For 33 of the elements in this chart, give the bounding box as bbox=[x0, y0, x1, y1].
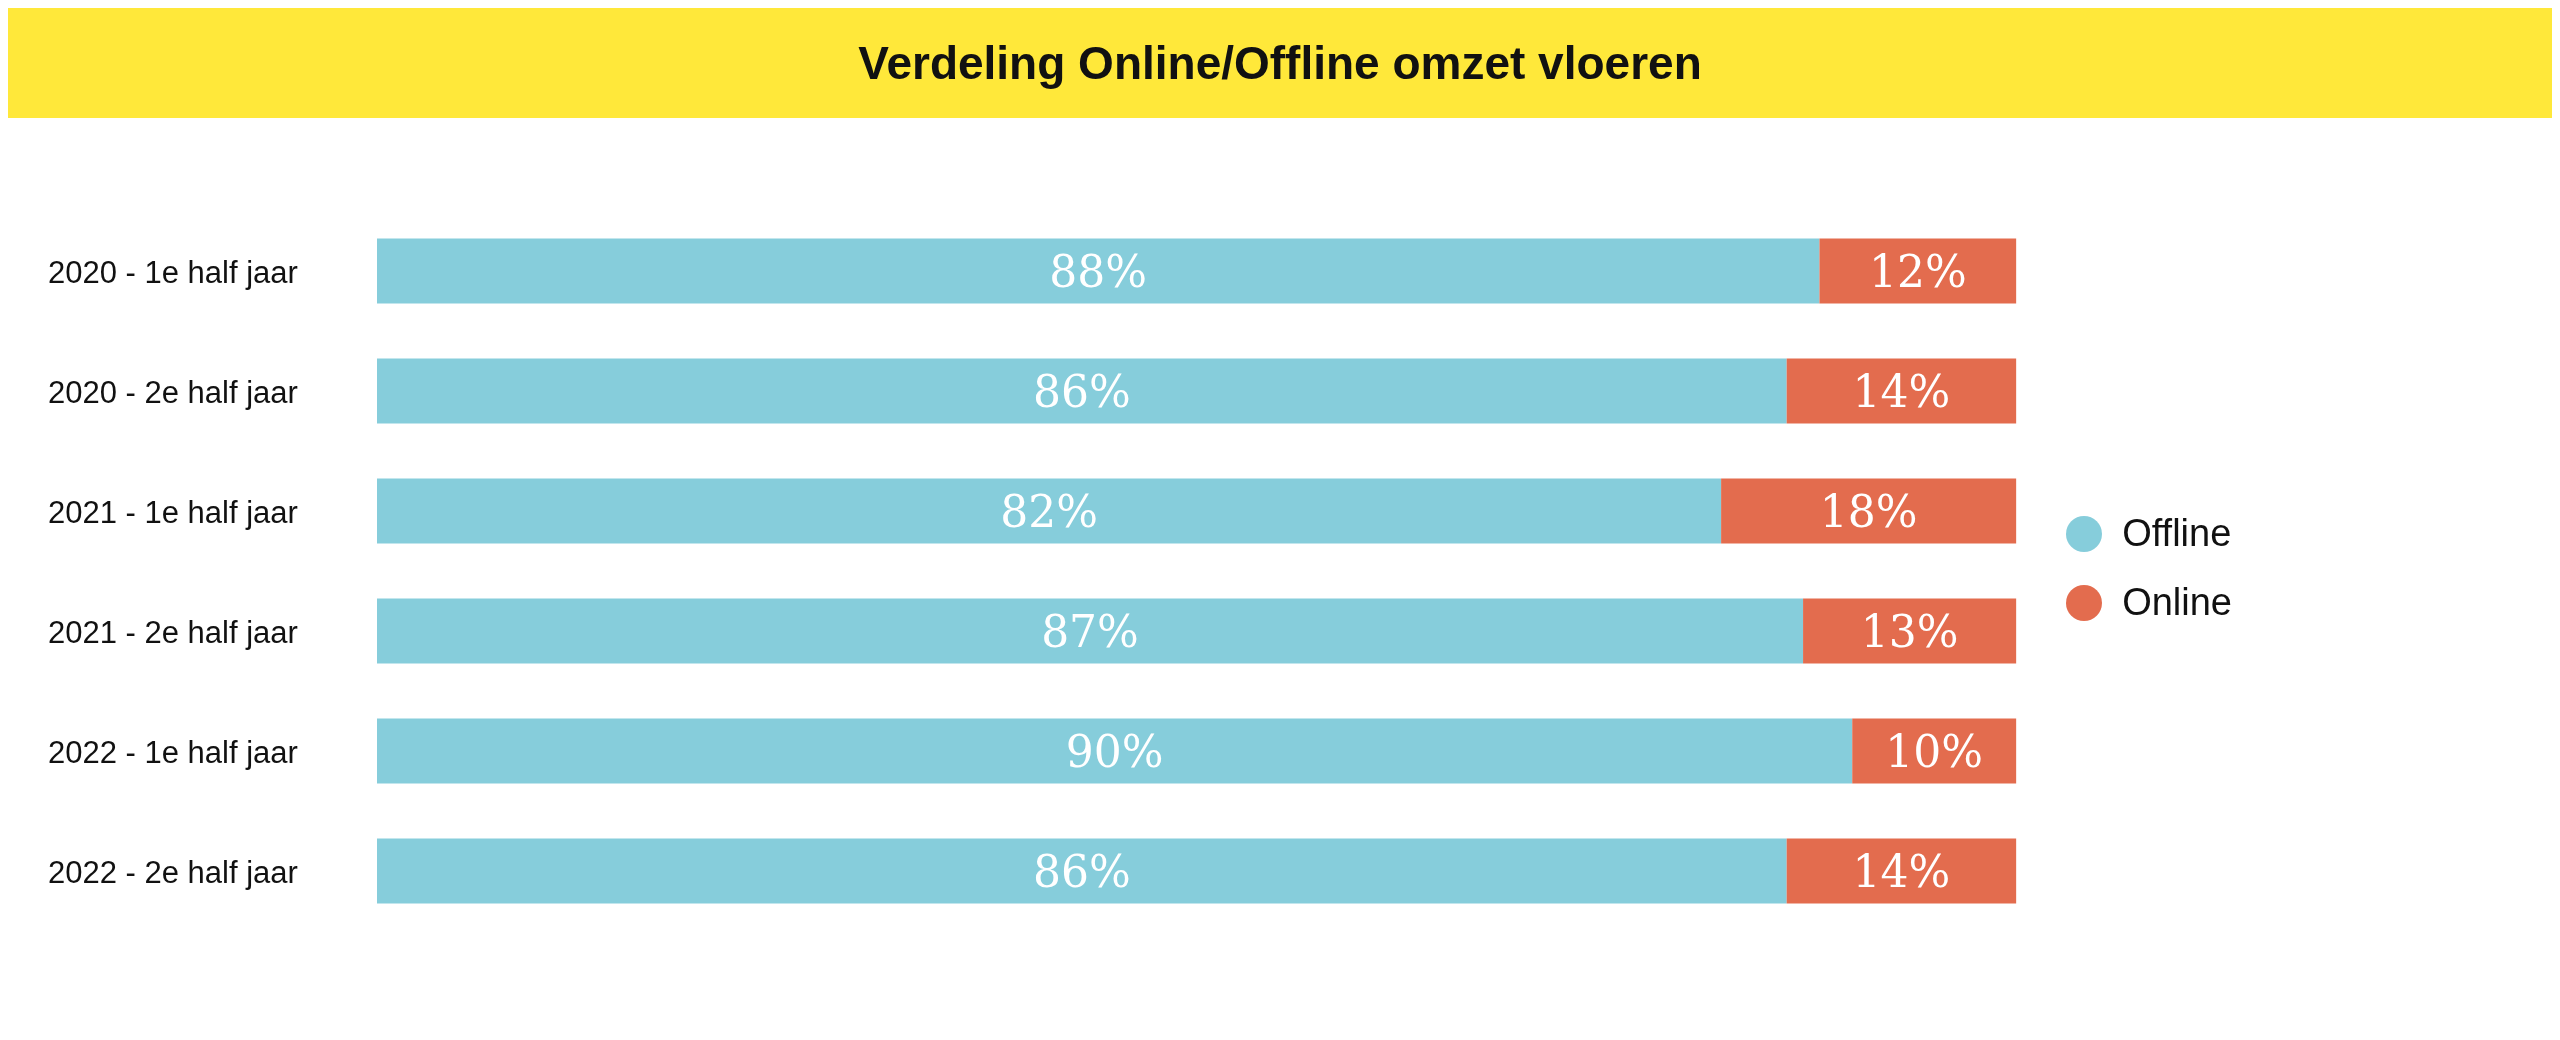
y-tick-label: 2022 - 1e half jaar bbox=[48, 735, 298, 770]
bar bbox=[1852, 718, 2017, 784]
data-label: 13% bbox=[1860, 605, 1959, 657]
bar bbox=[377, 838, 1787, 904]
data-label: 12% bbox=[1868, 245, 1967, 297]
y-tick-label: 2022 - 2e half jaar bbox=[48, 855, 298, 890]
data-label: 10% bbox=[1885, 725, 1984, 777]
y-tick-label: 2020 - 2e half jaar bbox=[48, 375, 298, 410]
y-tick-label: 2021 - 2e half jaar bbox=[48, 615, 298, 650]
data-label: 86% bbox=[1032, 365, 1131, 417]
bar bbox=[1819, 238, 2017, 304]
y-tick-label: 2020 - 1e half jaar bbox=[48, 255, 298, 290]
bar bbox=[1786, 838, 2017, 904]
data-label: 14% bbox=[1852, 365, 1951, 417]
legend-label: Online bbox=[2122, 581, 2232, 624]
data-label: 82% bbox=[1000, 485, 1098, 537]
data-label: 87% bbox=[1041, 605, 1139, 657]
data-label: 14% bbox=[1852, 845, 1951, 897]
data-label: 90% bbox=[1065, 725, 1164, 777]
bar bbox=[377, 238, 1820, 304]
y-tick-label: 2021 - 1e half jaar bbox=[48, 495, 298, 530]
chart-title: Verdeling Online/Offline omzet vloeren bbox=[8, 8, 2552, 118]
bar bbox=[377, 598, 1804, 664]
data-label: 18% bbox=[1819, 485, 1918, 537]
bar bbox=[377, 358, 1787, 424]
data-label: 88% bbox=[1049, 245, 1148, 297]
bar bbox=[377, 478, 1722, 544]
bar bbox=[1721, 478, 2017, 544]
legend-label: Offline bbox=[2122, 512, 2232, 555]
bar bbox=[1803, 598, 2017, 664]
bar bbox=[377, 718, 1853, 784]
data-label: 86% bbox=[1032, 845, 1131, 897]
bar bbox=[1786, 358, 2017, 424]
